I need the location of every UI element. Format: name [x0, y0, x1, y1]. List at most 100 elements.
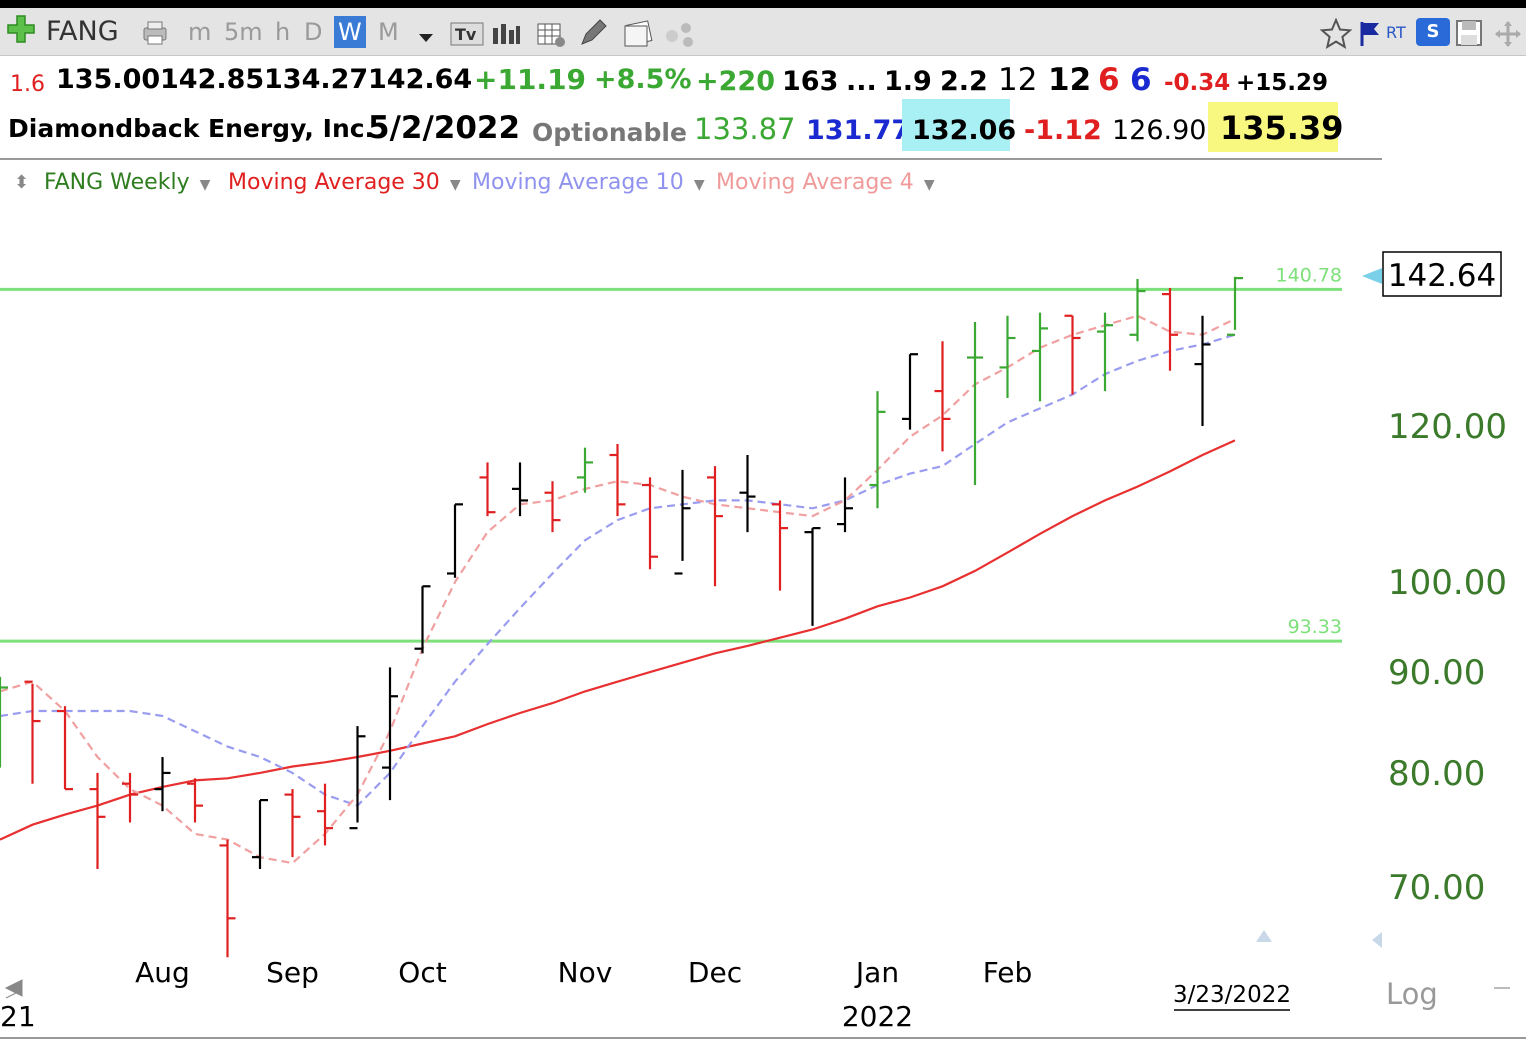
y-tick-label: 120.00	[1388, 407, 1507, 447]
ohlc-bar	[414, 585, 431, 654]
star-icon[interactable]	[1319, 17, 1353, 50]
x-tick-label: Aug	[135, 956, 190, 989]
ohlc-bar	[1162, 288, 1178, 371]
ohlc-bar	[382, 667, 398, 801]
ohlc-bar	[967, 322, 983, 486]
interval-h[interactable]: h	[275, 18, 291, 46]
quote-p6: 135.39	[1220, 109, 1344, 147]
quote-open: 135.00	[56, 64, 161, 95]
quote-date: 5/2/2022	[368, 110, 521, 146]
symbol-field[interactable]: FANG	[46, 16, 119, 47]
quote-p2: 131.77	[806, 115, 911, 146]
ma4-line	[0, 314, 1236, 865]
legend-ma4[interactable]: Moving Average 4 ▼	[716, 170, 935, 195]
flag-icon[interactable]	[1358, 20, 1384, 52]
interval-d[interactable]: D	[304, 18, 323, 46]
price-flag-box	[1382, 251, 1502, 297]
ma30-line	[0, 439, 1236, 841]
ohlc-bar	[804, 527, 821, 626]
quote-low: 134.27	[264, 64, 369, 95]
chevron-down-icon: ▼	[449, 177, 461, 193]
ohlc-bar	[1064, 314, 1081, 395]
interval-w[interactable]: W	[334, 16, 366, 48]
ohlc-bar	[349, 726, 366, 830]
quote-r1: 1.9	[884, 66, 932, 97]
quote-n6b: 6	[1130, 62, 1152, 98]
chevron-down-icon: ▼	[923, 177, 935, 193]
ohlc-bar	[1032, 312, 1048, 402]
price-pointer-icon	[1362, 268, 1382, 284]
legend-ma10[interactable]: Moving Average 10 ▼	[472, 170, 705, 195]
dots-icon[interactable]	[664, 20, 700, 52]
quote-n6a: 6	[1098, 62, 1120, 98]
table-icon[interactable]	[536, 20, 566, 52]
quote-line-2: Diamondback Energy, Inc. 5/2/2022 Option…	[0, 99, 1526, 156]
scroll-up-icon[interactable]	[1256, 930, 1272, 942]
quote-p4: -1.12	[1024, 115, 1102, 146]
quote-p1: 133.87	[694, 112, 796, 146]
legend-ma30[interactable]: Moving Average 30 ▼	[228, 170, 461, 195]
quote-v1: 1.6	[10, 72, 45, 97]
interval-m[interactable]: m	[188, 18, 212, 46]
dropdown-icon[interactable]	[418, 22, 434, 54]
bars-icon[interactable]	[490, 22, 522, 54]
optionable-label: Optionable	[532, 118, 687, 147]
scroll-left-icon[interactable]	[4, 979, 23, 999]
y-tick-label: 70.00	[1388, 868, 1485, 908]
s-button[interactable]: S	[1416, 18, 1450, 46]
interval-m-monthly[interactable]: M	[378, 18, 399, 46]
ohlc-bar	[902, 353, 918, 430]
add-icon[interactable]	[6, 14, 36, 46]
print-icon[interactable]	[140, 20, 170, 52]
x-corner-label: 21	[0, 1000, 36, 1033]
quote-p5: 126.90	[1112, 115, 1207, 146]
rt-label[interactable]: RT	[1386, 23, 1406, 42]
ohlc-bar	[869, 391, 886, 509]
ohlc-bar	[934, 341, 951, 452]
resize-handle-icon[interactable]: ⬍	[14, 172, 30, 193]
quote-pos: +15.29	[1236, 70, 1329, 96]
text-tool-icon[interactable]: Tv	[450, 22, 484, 54]
quote-ellipsis: ...	[846, 66, 877, 97]
interval-5m[interactable]: 5m	[224, 18, 263, 46]
window-top-border	[0, 0, 1526, 8]
ohlc-bar	[187, 778, 203, 823]
x-tick-label: Jan	[854, 956, 899, 989]
chevron-down-icon: ▼	[693, 177, 705, 193]
save-icon[interactable]	[1454, 18, 1484, 50]
ohlc-bar	[479, 462, 496, 517]
legend-ma30-label: Moving Average 30	[228, 170, 440, 195]
ohlc-bar	[89, 772, 106, 870]
chart-toolbar: FANG m 5m h D W M Tv RT S	[0, 8, 1526, 56]
chevron-down-icon: ▼	[199, 177, 211, 193]
note-icon[interactable]	[622, 20, 654, 52]
date-marker-label[interactable]: 3/23/2022	[1173, 982, 1291, 1008]
ohlc-bar	[0, 676, 8, 768]
quote-r2: 2.2	[940, 66, 988, 97]
legend-ma10-label: Moving Average 10	[472, 170, 684, 195]
scroll-right-icon[interactable]	[1372, 932, 1382, 948]
move-icon[interactable]	[1494, 20, 1522, 52]
x-tick-label: Oct	[398, 956, 446, 989]
log-toggle[interactable]: Log	[1386, 977, 1438, 1011]
ohlc-bar	[642, 477, 658, 570]
quote-v163: 163	[782, 66, 839, 97]
quote-vol-change: +220	[696, 66, 775, 97]
ohlc-bar	[999, 315, 1016, 398]
quote-line-1: 1.6 135.00 142.85 134.27 142.64 +11.19 +…	[0, 60, 1526, 104]
pencil-icon[interactable]	[578, 18, 608, 50]
quote-close: 142.64	[368, 64, 473, 95]
ohlc-bar	[284, 789, 301, 858]
svg-text:Tv: Tv	[455, 25, 477, 44]
legend-fang-weekly[interactable]: FANG Weekly ▼	[44, 170, 210, 195]
quote-n12b: 12	[1048, 62, 1092, 98]
ohlc-bar	[544, 481, 561, 533]
y-tick-label: 90.00	[1388, 653, 1485, 693]
ohlc-bar	[1129, 278, 1146, 342]
y-tick-label: 100.00	[1388, 563, 1507, 603]
p6-highlight	[1208, 102, 1338, 152]
quote-n12a: 12	[998, 62, 1038, 98]
ohlc-bar	[219, 839, 236, 958]
ohlc-bar	[122, 772, 138, 823]
